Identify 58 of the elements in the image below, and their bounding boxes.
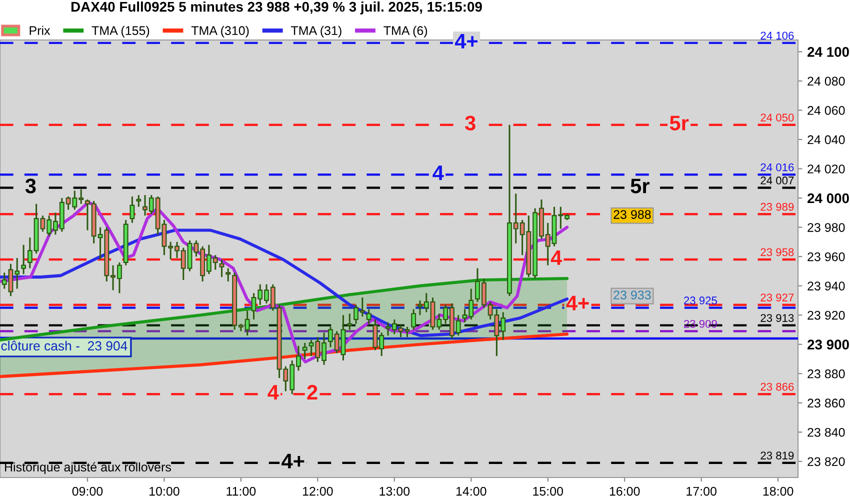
annotation: 4+ <box>454 34 478 48</box>
legend-label: TMA (6) <box>384 26 428 38</box>
x-tick-label: 17:00 <box>686 486 716 496</box>
annotation: 4+ <box>282 454 304 468</box>
x-tick-label: 14:00 <box>456 486 486 496</box>
legend-label: TMA (310) <box>191 26 249 38</box>
y-tick-label: 23 880 <box>808 369 845 378</box>
x-tick-label: 11:00 <box>226 486 256 496</box>
x-tick-label: 13:00 <box>380 486 410 496</box>
y-tick-label: 23 940 <box>808 282 845 290</box>
x-tick-label: 16:00 <box>610 486 640 496</box>
legend-label: TMA (155) <box>92 26 150 38</box>
ref-line-label: 23 913 <box>760 314 794 322</box>
y-tick-label: 23 860 <box>808 398 845 408</box>
ref-line-label: clôture cash - 23 904 <box>1 340 128 351</box>
x-tick-label: 09:00 <box>72 486 103 496</box>
annotation: 2 <box>307 384 318 400</box>
ref-line-label: 23 909 <box>684 320 717 328</box>
annotation: 4 <box>432 166 444 180</box>
annotation: 5r <box>670 116 689 130</box>
x-tick-label: 12:00 <box>302 486 333 496</box>
annotation: 23 933 <box>614 290 651 300</box>
ref-line-label: 23 866 <box>760 382 794 391</box>
y-tick-label: 23 900 <box>808 340 849 350</box>
y-tick-label: 24 020 <box>808 164 845 174</box>
y-tick-label: 24 040 <box>808 135 845 144</box>
y-tick-label: 24 100 <box>808 47 849 57</box>
annotation: 23 988 <box>614 210 651 219</box>
y-tick-label: 23 840 <box>808 428 845 437</box>
ref-line-label: 23 819 <box>760 452 794 460</box>
annotation: 3 <box>465 116 476 130</box>
x-tick-label: 15:00 <box>533 486 564 496</box>
x-tick-label: 18:00 <box>763 486 794 496</box>
annotation: 4 <box>268 385 279 400</box>
legend-label: TMA (31) <box>291 26 342 38</box>
annotation: 4 <box>550 250 562 265</box>
annotation: 3 <box>25 178 36 194</box>
annotation: Historique ajusté aux rollovers <box>5 462 171 474</box>
annotation: 5r <box>630 178 650 194</box>
ref-line-label: 23 989 <box>760 202 794 211</box>
legend-label: Prix <box>30 26 50 35</box>
y-tick-label: 23 980 <box>808 223 845 232</box>
x-tick-label: 10:00 <box>150 486 180 496</box>
ref-line-label: 24 106 <box>760 32 794 40</box>
y-tick-label: 24 080 <box>808 76 845 86</box>
ref-line-label: 24 007 <box>760 176 794 184</box>
y-tick-label: 23 960 <box>808 252 845 262</box>
ref-line-label: 23 925 <box>684 296 717 304</box>
y-tick-label: 24 000 <box>808 193 849 204</box>
annotation: 4+ <box>566 296 589 310</box>
ref-line-label: 23 958 <box>760 248 794 256</box>
chart-title: DAX40 Full0925 5 minutes 23 988 +0,39 % 3 juil. 2025, 15:15:09 <box>71 2 482 14</box>
y-tick-label: 23 820 <box>808 457 845 466</box>
y-tick-label: 24 060 <box>808 106 845 115</box>
ref-line-label: 23 927 <box>760 294 794 302</box>
y-tick-label: 23 920 <box>808 310 845 320</box>
ref-line-label: 24 016 <box>760 163 794 172</box>
ref-line-label: 24 050 <box>760 114 794 122</box>
